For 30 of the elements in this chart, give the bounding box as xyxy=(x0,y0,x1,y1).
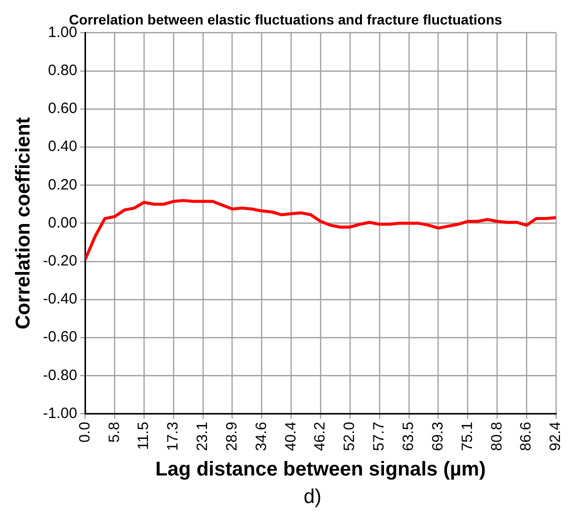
y-axis-title: Correlation coefficient xyxy=(12,116,35,330)
x-tick-label: 40.4 xyxy=(282,422,300,452)
y-tick-label: 0.40 xyxy=(48,138,78,156)
x-tick-label: 75.1 xyxy=(458,422,476,452)
x-tick-label: 86.6 xyxy=(518,422,535,452)
x-tick-label: 5.8 xyxy=(106,422,123,443)
y-tick-label: -0.40 xyxy=(42,290,78,308)
x-tick-label: 34.6 xyxy=(252,422,270,452)
x-tick-label: 52.0 xyxy=(341,422,358,452)
x-tick-label: 57.7 xyxy=(370,422,388,452)
y-tick-label: 0.80 xyxy=(48,62,78,80)
y-tick-label: -0.80 xyxy=(42,366,78,384)
x-tick-label: 92.4 xyxy=(547,422,564,452)
x-tick-label: 17.3 xyxy=(164,422,182,452)
x-axis-title: Lag distance between signals (µm) xyxy=(155,458,486,481)
x-tick-label: 28.9 xyxy=(223,422,240,452)
text: d) xyxy=(302,486,322,509)
y-tick-label: -0.20 xyxy=(42,252,78,270)
y-tick-label: -0.60 xyxy=(42,328,78,346)
y-tick-label: 0.60 xyxy=(48,100,78,118)
x-tick-label: 23.1 xyxy=(194,422,212,452)
y-tick-label: 0.00 xyxy=(48,214,78,232)
x-tick-label: 46.2 xyxy=(312,422,329,452)
x-tick-label: 80.8 xyxy=(488,422,506,452)
x-tick-label: 63.5 xyxy=(400,422,418,452)
x-tick-label: 69.3 xyxy=(429,422,446,452)
x-tick-label: 0.0 xyxy=(76,422,94,443)
x-tick-label: 11.5 xyxy=(135,422,152,450)
y-tick-label: 0.20 xyxy=(48,176,78,194)
y-tick-label: -1.00 xyxy=(42,404,78,422)
